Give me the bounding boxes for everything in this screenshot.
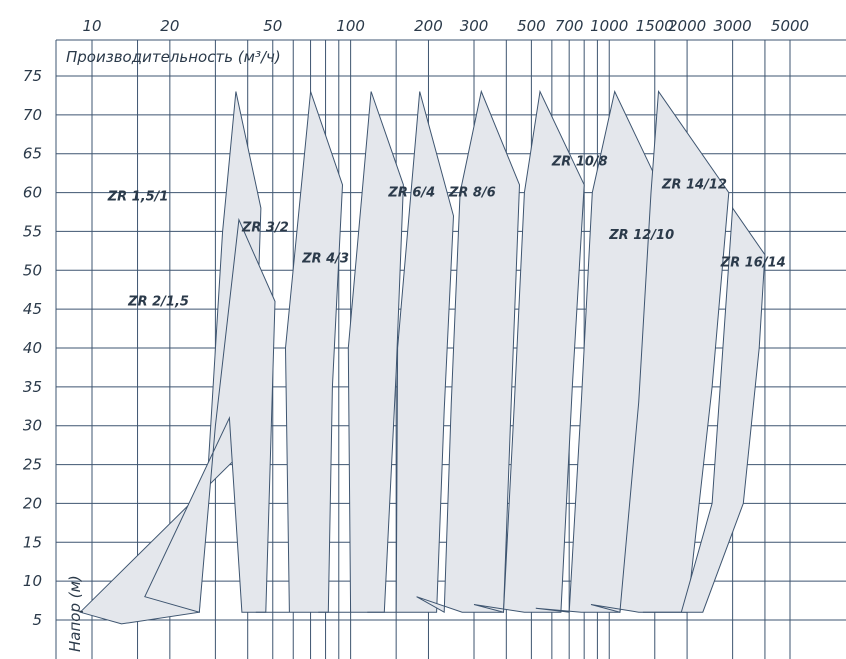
- pump-region-zr-10-8: [473, 89, 585, 613]
- pump-label: ZR 8/6: [448, 185, 496, 200]
- pump-region-zr-16-14: [642, 206, 766, 613]
- y-tick-label: 75: [23, 67, 42, 85]
- pump-regions: [79, 89, 766, 625]
- y-tick-label: 50: [23, 261, 42, 279]
- pump-label: ZR 2/1,5: [127, 294, 189, 309]
- y-tick-label: 10: [23, 572, 42, 590]
- x-tick-label: 20: [160, 17, 179, 35]
- pump-label: ZR 16/14: [720, 255, 786, 270]
- y-tick-label: 15: [23, 533, 42, 551]
- pump-label: ZR 10/8: [551, 154, 608, 169]
- y-tick-label: 70: [23, 106, 42, 124]
- x-tick-label: 1000: [590, 17, 628, 35]
- pump-label: ZR 3/2: [241, 220, 289, 235]
- pump-label: ZR 14/12: [661, 178, 727, 193]
- y-tick-label: 30: [23, 417, 42, 435]
- y-tick-label: 60: [23, 184, 42, 202]
- x-tick-label: 100: [336, 17, 365, 35]
- y-tick-label: 65: [23, 145, 42, 163]
- x-tick-label: 50: [263, 17, 282, 35]
- y-tick-label: 40: [23, 339, 42, 357]
- x-tick-label: 10: [82, 17, 101, 35]
- pump-region-zr-8-6: [416, 89, 521, 614]
- x-tick-label: 300: [460, 17, 489, 35]
- pump-region-zr-2-1-5: [144, 217, 276, 613]
- pump-label: ZR 4/3: [301, 252, 349, 267]
- x-tick-label: 700: [555, 17, 584, 35]
- pump-label: ZR 1,5/1: [107, 189, 169, 204]
- x-axis-title: Производительность (м³/ч): [66, 48, 281, 66]
- y-tick-label: 20: [23, 494, 42, 512]
- x-tick-label: 1500: [636, 17, 674, 35]
- pump-region-zr-4-3: [318, 91, 404, 613]
- x-tick-label: 200: [414, 17, 443, 35]
- pump-region-zr-12-10: [535, 89, 682, 613]
- y-tick-label: 25: [23, 456, 42, 474]
- y-tick-label: 5: [32, 611, 42, 629]
- y-tick-label: 45: [23, 300, 42, 318]
- y-axis-title: Напор (м): [66, 575, 84, 652]
- x-tick-label: 2000: [668, 17, 706, 35]
- pump-region-zr-6-4: [367, 91, 455, 613]
- pump-region-zr-3-2: [255, 91, 344, 613]
- x-tick-label: 500: [517, 17, 546, 35]
- y-tick-label: 55: [23, 222, 42, 240]
- y-tick-label: 35: [23, 378, 42, 396]
- pump-label: ZR 6/4: [387, 185, 435, 200]
- x-tick-label: 3000: [714, 17, 752, 35]
- pump-label: ZR 12/10: [608, 228, 674, 243]
- pump-labels: ZR 1,5/1 ZR 2/1,5 ZR 3/2 ZR 4/3 ZR 6/4 ZR 8/6…: [107, 154, 786, 309]
- x-tick-label: 5000: [771, 17, 809, 35]
